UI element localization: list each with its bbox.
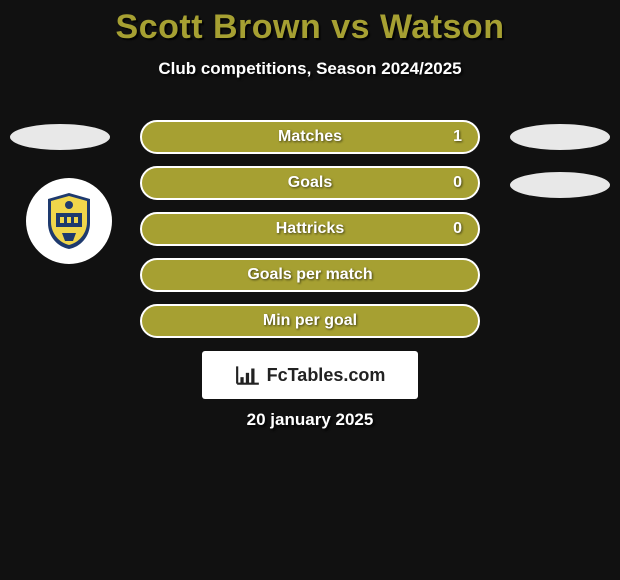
stat-pill-matches: Matches 1: [140, 120, 480, 154]
left-value-pill: [10, 124, 110, 150]
site-logo[interactable]: FcTables.com: [202, 351, 418, 399]
stat-row: Goals per match: [0, 258, 620, 296]
date-text: 20 january 2025: [0, 410, 620, 430]
chart-icon: [235, 364, 261, 386]
page-title: Scott Brown vs Watson: [0, 0, 620, 47]
stat-pill-gpm: Goals per match: [140, 258, 480, 292]
subtitle: Club competitions, Season 2024/2025: [0, 59, 620, 79]
stat-label: Min per goal: [263, 312, 357, 329]
logo-text: FcTables.com: [267, 365, 386, 386]
stat-pill-goals: Goals 0: [140, 166, 480, 200]
stat-label: Hattricks: [276, 220, 344, 237]
stat-pill-hattricks: Hattricks 0: [140, 212, 480, 246]
stat-label: Goals per match: [247, 266, 372, 283]
club-badge-left: [26, 178, 112, 264]
stat-pill-mpg: Min per goal: [140, 304, 480, 338]
right-value-pill: [510, 172, 610, 198]
stat-value: 1: [453, 122, 462, 152]
stat-value: 0: [453, 168, 462, 198]
stat-label: Matches: [278, 128, 342, 145]
stat-row: Matches 1: [0, 120, 620, 158]
right-value-pill: [510, 124, 610, 150]
stat-value: 0: [453, 214, 462, 244]
shield-icon: [46, 193, 92, 249]
stat-label: Goals: [288, 174, 332, 191]
stat-row: Min per goal: [0, 304, 620, 342]
